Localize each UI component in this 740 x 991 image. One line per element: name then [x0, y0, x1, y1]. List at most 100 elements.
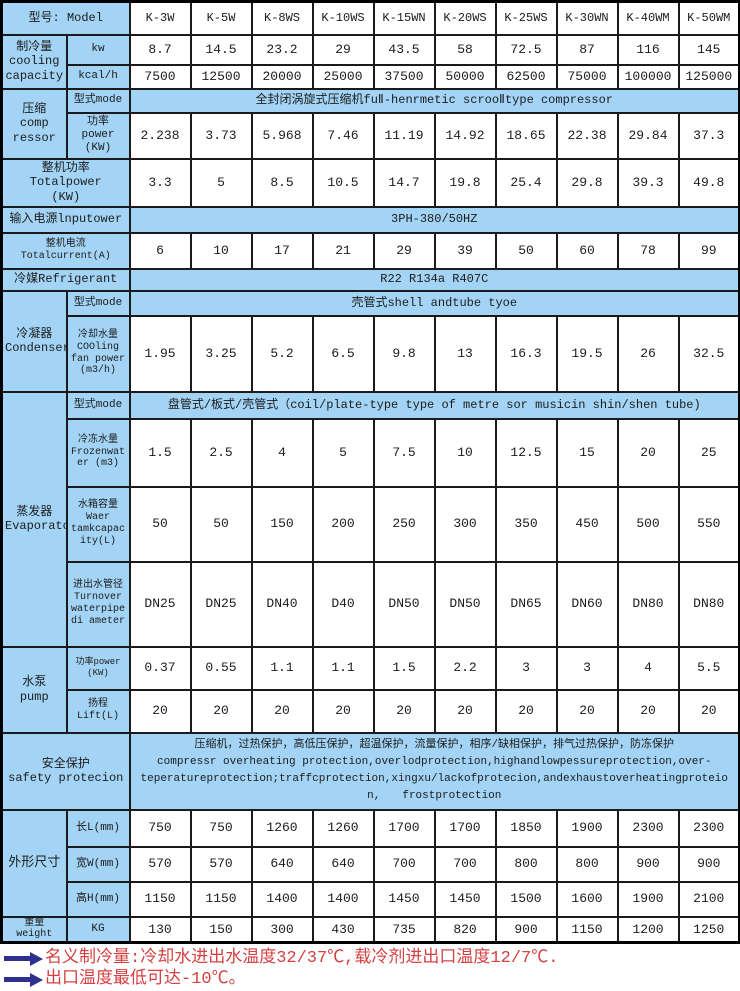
value-cell: 1400 — [311, 880, 375, 918]
note-text: 名义制冷量:冷却水进出水温度32/37℃,载冷剂进出口温度12/7℃. — [45, 949, 559, 969]
safety-label: 安全保护 safety protecion — [0, 731, 131, 811]
total-power-label: 整机功率 Totalpower (KW) — [0, 157, 131, 208]
value-cell: 0.55 — [189, 645, 253, 691]
value-cell: 17 — [250, 231, 314, 270]
value-cell: 250 — [372, 485, 436, 563]
value-cell: 1150 — [189, 880, 253, 918]
evaporator-mode-label: 型式mode — [65, 390, 131, 420]
compressor-power-label: 功率 power (KW) — [65, 111, 131, 160]
spec-table: 型号: Model K-3W K-5W K-8WS K-10WS K-15WN K-20W… — [0, 0, 740, 945]
value-cell: D40 — [311, 560, 375, 648]
value-cell: 200 — [311, 485, 375, 563]
value-cell: DN50 — [433, 560, 497, 648]
value-cell: DN60 — [555, 560, 619, 648]
weight-unit-label: KG — [65, 915, 131, 944]
value-cell: 145 — [677, 33, 740, 66]
value-cell: 37.3 — [677, 111, 740, 160]
value-cell: 39 — [433, 231, 497, 270]
model-header-cell: K-40WM — [616, 0, 680, 36]
weight-group-label: 重量 weight — [0, 915, 68, 944]
value-cell: DN25 — [189, 560, 253, 648]
value-cell: 550 — [677, 485, 740, 563]
table-row: kcal/h 7500 12500 20000 25000 37500 50000 6250… — [2, 63, 740, 90]
table-row: 安全保护 safety protecion 压缩机，过热保护，高低压保护，超温保… — [0, 731, 740, 811]
value-cell: 19.5 — [555, 314, 619, 393]
value-cell: 29.8 — [555, 157, 619, 208]
value-cell: 1700 — [372, 808, 436, 848]
value-cell: 15 — [555, 417, 619, 488]
value-cell: 21 — [311, 231, 375, 270]
evaporator-mode-value: 盘管式/板式/壳管式（coil/plate-type type of metre… — [128, 390, 740, 420]
width-label: 宽W(mm) — [65, 845, 131, 883]
dimensions-group-label: 外形尺寸 — [0, 808, 68, 918]
table-row: 整机电流 Totalcurrent(A) 6 10 17 21 29 39 50 60 78 99 — [0, 231, 740, 270]
value-cell: 300 — [433, 485, 497, 563]
value-cell: 14.7 — [372, 157, 436, 208]
compressor-mode-value: 全封闭涡旋式压缩机fuⅡ-henrmetic scrooⅡtype compre… — [128, 87, 740, 114]
value-cell: 3 — [555, 645, 619, 691]
value-cell: 12500 — [189, 63, 253, 90]
value-cell: 900 — [616, 845, 680, 883]
table-row: 功率 power (KW) 2.238 3.73 5.968 7.46 11.19 14.… — [2, 111, 740, 160]
value-cell: 14.92 — [433, 111, 497, 160]
value-cell: 39.3 — [616, 157, 680, 208]
value-cell: 1.95 — [128, 314, 192, 393]
note-text: 出口温度最低可达-10℃。 — [45, 970, 246, 990]
value-cell: 2300 — [677, 808, 740, 848]
value-cell: 1200 — [616, 915, 680, 944]
value-cell: 23.2 — [250, 33, 314, 66]
value-cell: 1900 — [616, 880, 680, 918]
cooling-capacity-group-label: 制冷量 cooling capacity — [0, 33, 68, 90]
table-row: 外形尺寸 长L(mm) 750 750 1260 1260 1700 1700 1850 19… — [0, 808, 740, 918]
table-row: 型号: Model K-3W K-5W K-8WS K-10WS K-15WN K-20W… — [0, 0, 740, 36]
value-cell: 11.19 — [372, 111, 436, 160]
value-cell: 300 — [250, 915, 314, 944]
value-cell: 32.5 — [677, 314, 740, 393]
value-cell: 37500 — [372, 63, 436, 90]
table-row: 水箱容量 Waer tamkcapac ity(L) 50 50 150 200 250… — [2, 485, 740, 563]
value-cell: 1.5 — [128, 417, 192, 488]
value-cell: 20 — [494, 688, 558, 734]
value-cell: 150 — [189, 915, 253, 944]
tank-capacity-label: 水箱容量 Waer tamkcapac ity(L) — [65, 485, 131, 563]
value-cell: 700 — [433, 845, 497, 883]
table-row: 冷却水量 COOling fan power (m3/h) 1.95 3.25 5.… — [2, 314, 740, 393]
value-cell: DN80 — [677, 560, 740, 648]
value-cell: 640 — [311, 845, 375, 883]
value-cell: 8.7 — [128, 33, 192, 66]
value-cell: 5.2 — [250, 314, 314, 393]
value-cell: 100000 — [616, 63, 680, 90]
value-cell: 1900 — [555, 808, 619, 848]
value-cell: 130 — [128, 915, 192, 944]
value-cell: 20 — [250, 688, 314, 734]
table-row: 扬程 Lift(L) 20 20 20 20 20 20 20 20 20 20 — [2, 688, 740, 734]
value-cell: 20 — [433, 688, 497, 734]
value-cell: 8.5 — [250, 157, 314, 208]
value-cell: 570 — [189, 845, 253, 883]
value-cell: 58 — [433, 33, 497, 66]
value-cell: 1150 — [555, 915, 619, 944]
value-cell: 750 — [128, 808, 192, 848]
model-header-cell: K-3W — [128, 0, 192, 36]
table-row: 水泵 pump 功率power (KW) 0.37 0.55 1.1 1.1 1.5 2.… — [0, 645, 740, 734]
table-row: 制冷量 cooling capacity kw 8.7 14.5 23.2 29 43.… — [0, 33, 740, 90]
value-cell: 2.5 — [189, 417, 253, 488]
table-row: 宽W(mm) 570 570 640 640 700 700 800 800 900 900 — [2, 845, 740, 883]
value-cell: 72.5 — [494, 33, 558, 66]
value-cell: 14.5 — [189, 33, 253, 66]
value-cell: 1500 — [494, 880, 558, 918]
pump-power-label: 功率power (KW) — [65, 645, 131, 691]
value-cell: 25.4 — [494, 157, 558, 208]
table-row: 蒸发器 Evaporator 型式mode 盘管式/板式/壳管式（coil/pl… — [0, 390, 740, 648]
value-cell: 5 — [189, 157, 253, 208]
refrigerant-label: 冷媒Refrigerant — [0, 267, 131, 292]
table-row: 压缩 comp ressor 型式mode 全封闭涡旋式压缩机fuⅡ-henrm… — [0, 87, 740, 160]
value-cell: 640 — [250, 845, 314, 883]
value-cell: 150 — [250, 485, 314, 563]
value-cell: 25 — [677, 417, 740, 488]
value-cell: 430 — [311, 915, 375, 944]
safety-value: 压缩机，过热保护，高低压保护，超温保护，流量保护，相序/缺相保护，排气过热保护，… — [128, 731, 740, 811]
value-cell: 2.2 — [433, 645, 497, 691]
value-cell: 4 — [250, 417, 314, 488]
value-cell: 900 — [494, 915, 558, 944]
